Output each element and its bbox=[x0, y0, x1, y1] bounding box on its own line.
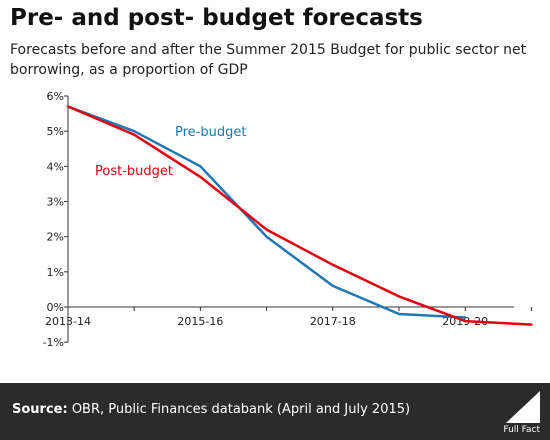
footer: Source: OBR, Public Finances databank (A… bbox=[0, 383, 550, 440]
y-tick-label: 0% bbox=[47, 301, 64, 314]
source-note: Source: OBR, Public Finances databank (A… bbox=[12, 402, 410, 417]
brand-name: Full Fact bbox=[503, 425, 540, 435]
y-tick-label: 6% bbox=[47, 90, 64, 103]
y-tick-label: 4% bbox=[47, 160, 64, 173]
line-chart: 6% 5% 4% 3% 2% 1% 0% -1% 2013-14 2015-16 2017-18 2… bbox=[43, 90, 533, 349]
full-fact-logo-icon bbox=[506, 391, 540, 423]
series-labels: Pre-budget Post-budget bbox=[95, 125, 246, 179]
y-tick-label: 3% bbox=[47, 196, 64, 209]
chart-subtitle: Forecasts before and after the Summer 20… bbox=[10, 42, 527, 78]
x-tick-label: 2013-14 bbox=[45, 315, 91, 328]
y-tick-label: 5% bbox=[47, 125, 64, 138]
x-tick-label: 2017-18 bbox=[310, 315, 356, 328]
y-axis: 6% 5% 4% 3% 2% 1% 0% -1% bbox=[43, 90, 69, 349]
y-tick-label: -1% bbox=[43, 336, 64, 349]
series-layer bbox=[66, 105, 533, 326]
source-label: Source: bbox=[12, 402, 68, 417]
series-line-post-budget bbox=[66, 105, 533, 326]
y-tick-label: 2% bbox=[47, 231, 64, 244]
full-fact-logo: Full Fact bbox=[503, 391, 540, 435]
series-label-pre-budget: Pre-budget bbox=[175, 125, 246, 140]
source-text: OBR, Public Finances databank (April and… bbox=[67, 402, 411, 417]
series-line-pre-budget bbox=[66, 105, 467, 319]
series-label-post-budget: Post-budget bbox=[95, 164, 173, 179]
y-tick-label: 1% bbox=[47, 266, 64, 279]
x-tick-label: 2015-16 bbox=[177, 315, 223, 328]
chart-title: Pre- and post- budget forecasts bbox=[10, 5, 423, 31]
